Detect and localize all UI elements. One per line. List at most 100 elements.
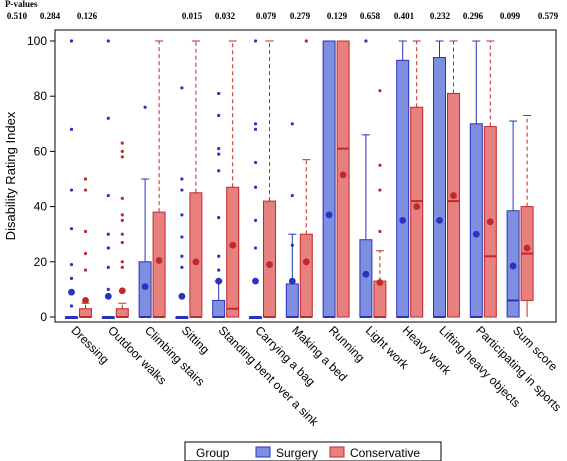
outlier-surgery-outdoor-walks-0 bbox=[106, 39, 110, 43]
outlier-surgery-standing-bent-over-a-sink-5 bbox=[217, 216, 221, 220]
outlier-surgery-sitting-0 bbox=[180, 86, 184, 90]
mean-surgery-participating-in-sports bbox=[472, 230, 480, 238]
outlier-surgery-sitting-2 bbox=[180, 188, 184, 192]
mean-conservative-standing-bent-over-a-sink bbox=[229, 241, 237, 249]
box-surgery-participating-in-sports bbox=[469, 40, 483, 318]
outlier-conservative-outdoor-walks-8 bbox=[120, 260, 124, 264]
outlier-surgery-making-a-bed-1 bbox=[290, 193, 294, 198]
outlier-surgery-standing-bent-over-a-sink-4 bbox=[217, 169, 221, 173]
pvalues-title: P-values bbox=[5, 0, 38, 9]
box-surgery-dressing bbox=[65, 39, 78, 319]
box-conservative-making-a-bed bbox=[299, 39, 313, 318]
outlier-surgery-carrying-a-bag-2 bbox=[253, 127, 258, 131]
outlier-surgery-dressing-5 bbox=[69, 276, 74, 280]
outlier-conservative-dressing-3 bbox=[83, 251, 88, 256]
mean-surgery-sitting bbox=[178, 292, 186, 300]
outlier-conservative-dressing-2 bbox=[83, 229, 88, 234]
outlier-surgery-making-a-bed-2 bbox=[290, 243, 294, 247]
plot-frame bbox=[54, 29, 557, 323]
legend-title: Group bbox=[196, 446, 230, 460]
box-body-conservative-light-work bbox=[373, 280, 387, 318]
outlier-surgery-carrying-a-bag-4 bbox=[253, 185, 258, 189]
pvalue-9: 0.401 bbox=[394, 11, 415, 21]
box-conservative-participating-in-sports bbox=[483, 40, 497, 318]
box-body-conservative-carrying-a-bag bbox=[263, 200, 276, 318]
box-body-surgery-heavy-work bbox=[396, 59, 410, 318]
box-surgery-heavy-work bbox=[396, 40, 410, 318]
legend-swatch-conservative bbox=[329, 446, 345, 458]
legend: Group Surgery Conservative bbox=[184, 441, 442, 461]
outlier-conservative-outdoor-walks-4 bbox=[120, 213, 124, 217]
box-conservative-standing-bent-over-a-sink bbox=[226, 40, 240, 318]
y-tick-label-40: 40 bbox=[34, 200, 48, 214]
outlier-surgery-dressing-4 bbox=[69, 262, 74, 267]
box-conservative-running bbox=[336, 40, 350, 318]
mean-conservative-heavy-work bbox=[413, 203, 421, 211]
mean-conservative-outdoor-walks bbox=[118, 287, 126, 295]
y-axis-label: Disability Rating Index bbox=[3, 111, 18, 240]
mean-surgery-climbing-stairs bbox=[141, 283, 149, 291]
outlier-surgery-outdoor-walks-6 bbox=[106, 287, 110, 291]
outlier-conservative-dressing-4 bbox=[83, 268, 88, 272]
outlier-surgery-dressing-1 bbox=[69, 127, 74, 131]
box-conservative-sum-score bbox=[520, 115, 534, 317]
mean-conservative-running bbox=[339, 171, 347, 179]
box-body-surgery-light-work bbox=[359, 239, 373, 318]
outlier-surgery-carrying-a-bag-3 bbox=[253, 160, 258, 165]
box-body-surgery-running bbox=[322, 40, 336, 318]
box-body-surgery-standing-bent-over-a-sink bbox=[212, 299, 226, 318]
box-body-conservative-sitting bbox=[189, 192, 203, 318]
mean-surgery-running bbox=[325, 211, 333, 219]
pvalue-12: 0.099 bbox=[500, 11, 521, 21]
legend-label-surgery: Surgery bbox=[276, 446, 318, 460]
outlier-surgery-standing-bent-over-a-sink-0 bbox=[217, 91, 221, 96]
outlier-surgery-sitting-1 bbox=[180, 177, 184, 181]
outlier-conservative-outdoor-walks-2 bbox=[120, 155, 124, 159]
box-surgery-lifting-heavy-objects bbox=[433, 40, 446, 318]
box-conservative-heavy-work bbox=[410, 40, 424, 318]
pvalue-2: 0.126 bbox=[77, 11, 98, 21]
outlier-conservative-making-a-bed-0 bbox=[304, 39, 308, 43]
mean-conservative-dressing bbox=[82, 297, 89, 304]
category-label-dressing: Dressing bbox=[68, 323, 111, 366]
outlier-surgery-carrying-a-bag-0 bbox=[253, 39, 258, 43]
outlier-conservative-light-work-2 bbox=[378, 188, 382, 192]
outlier-surgery-carrying-a-bag-1 bbox=[253, 122, 258, 126]
outlier-surgery-outdoor-walks-5 bbox=[106, 265, 110, 269]
box-surgery-making-a-bed bbox=[285, 122, 299, 318]
box-body-surgery-lifting-heavy-objects bbox=[433, 57, 446, 318]
y-tick-label-80: 80 bbox=[34, 89, 48, 103]
outlier-conservative-outdoor-walks-0 bbox=[120, 141, 124, 145]
outlier-conservative-outdoor-walks-1 bbox=[120, 149, 124, 153]
outlier-conservative-outdoor-walks-9 bbox=[120, 265, 124, 269]
mean-conservative-climbing-stairs bbox=[155, 257, 163, 264]
pvalue-0: 0.510 bbox=[7, 11, 28, 21]
outlier-conservative-outdoor-walks-7 bbox=[120, 240, 124, 245]
outlier-surgery-outdoor-walks-4 bbox=[106, 246, 110, 250]
mean-conservative-sum-score bbox=[523, 244, 531, 252]
box-body-conservative-standing-bent-over-a-sink bbox=[226, 186, 240, 318]
box-conservative-lifting-heavy-objects bbox=[447, 40, 460, 318]
mean-conservative-making-a-bed bbox=[302, 258, 310, 266]
mean-surgery-heavy-work bbox=[399, 217, 407, 224]
box-surgery-running bbox=[322, 40, 336, 318]
outlier-surgery-dressing-0 bbox=[69, 39, 74, 43]
mean-surgery-making-a-bed bbox=[288, 277, 296, 285]
pvalue-6: 0.279 bbox=[290, 11, 311, 21]
mean-surgery-light-work bbox=[362, 270, 370, 278]
pvalue-10: 0.232 bbox=[430, 11, 451, 21]
outlier-surgery-carrying-a-bag-5 bbox=[253, 218, 258, 222]
category-label-sitting: Sitting bbox=[179, 323, 212, 356]
pvalues-row: 0.510 0.284 0.126 0.015 0.032 0.079 0.279 0.129… bbox=[7, 11, 559, 21]
box-body-surgery-participating-in-sports bbox=[469, 123, 483, 318]
outlier-conservative-light-work-1 bbox=[378, 163, 382, 167]
pvalue-4: 0.032 bbox=[215, 11, 236, 21]
mean-surgery-outdoor-walks bbox=[104, 292, 112, 300]
y-tick-label-60: 60 bbox=[34, 144, 48, 158]
outlier-conservative-dressing-0 bbox=[83, 177, 88, 181]
box-conservative-outdoor-walks bbox=[115, 141, 129, 318]
legend-frame bbox=[184, 441, 442, 461]
pvalue-7: 0.129 bbox=[327, 11, 348, 21]
mean-surgery-lifting-heavy-objects bbox=[436, 217, 443, 224]
